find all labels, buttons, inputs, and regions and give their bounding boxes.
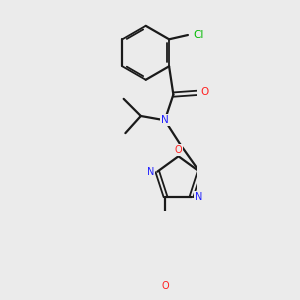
Text: N: N	[147, 167, 154, 177]
Text: N: N	[195, 192, 202, 202]
Text: N: N	[161, 115, 169, 125]
Text: O: O	[175, 145, 182, 155]
Text: O: O	[162, 281, 169, 291]
Text: O: O	[200, 87, 208, 97]
Text: Cl: Cl	[194, 30, 204, 40]
